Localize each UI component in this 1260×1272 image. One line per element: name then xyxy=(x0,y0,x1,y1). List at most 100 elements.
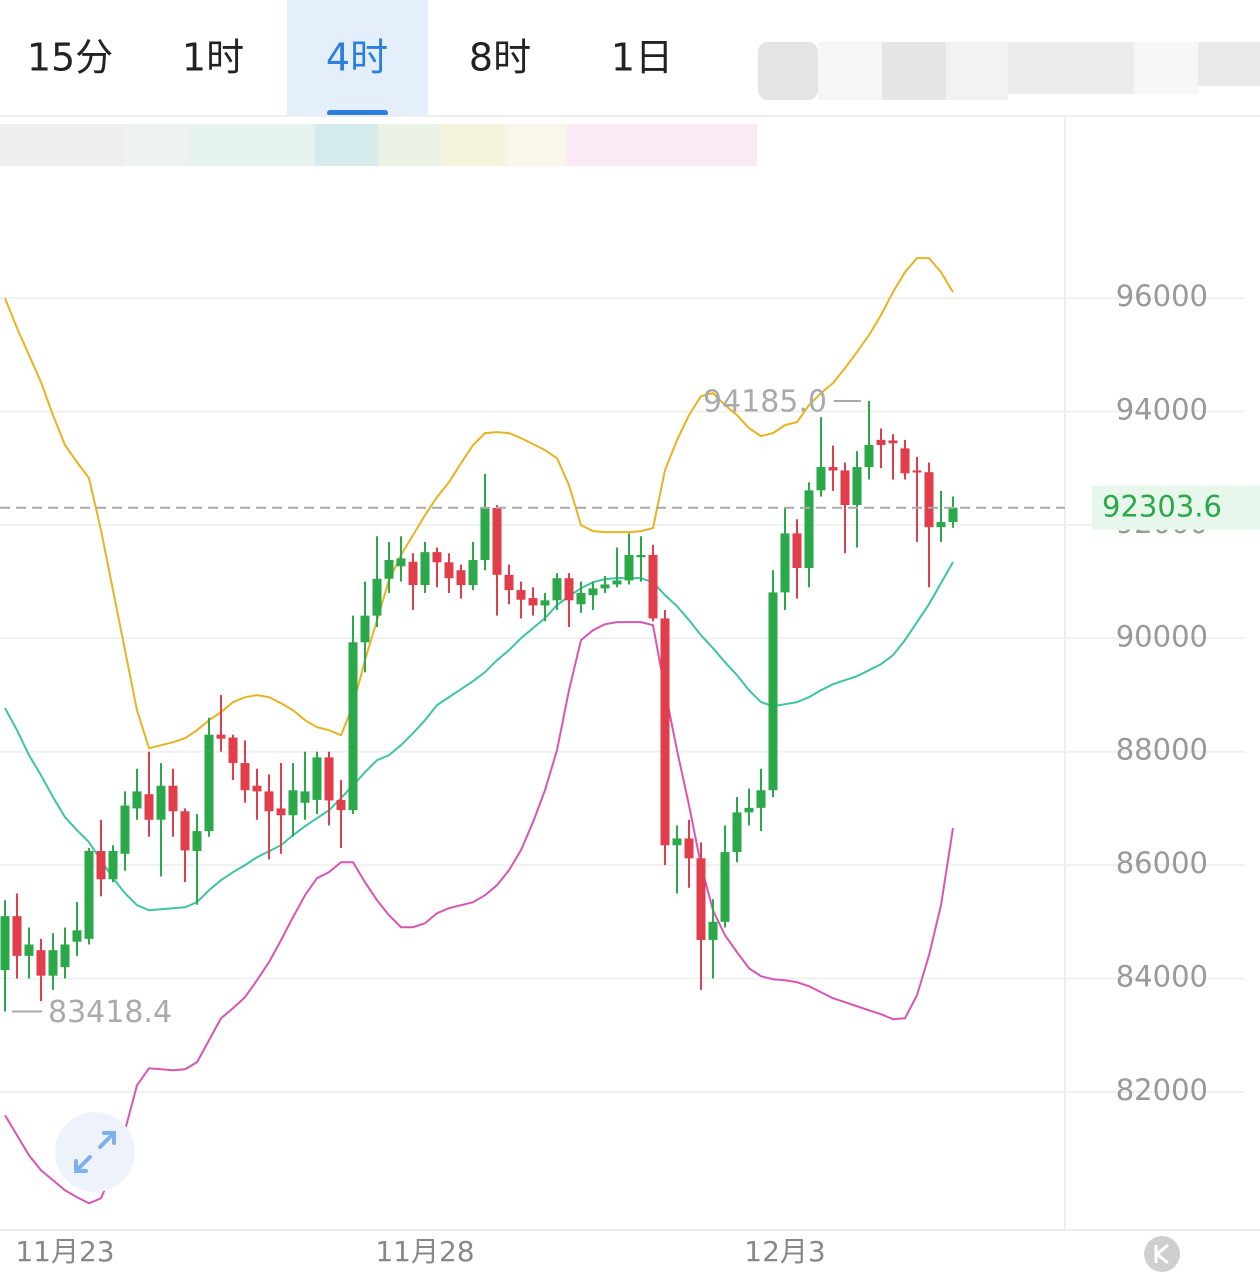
candle-body xyxy=(216,734,226,739)
candle-body xyxy=(396,558,406,567)
candle-body xyxy=(924,472,934,528)
candle-body xyxy=(912,470,922,473)
blurred-area xyxy=(0,42,1260,166)
candle-body xyxy=(468,560,478,586)
candle-body xyxy=(372,578,382,616)
grid xyxy=(0,297,1245,1093)
blur-block xyxy=(0,124,125,166)
k-bg[interactable] xyxy=(1144,1236,1180,1272)
tab-selected-bg xyxy=(287,0,428,116)
candle-body xyxy=(684,838,694,859)
candle-body xyxy=(300,791,310,803)
candle-body xyxy=(492,507,502,575)
blur-block xyxy=(758,42,818,100)
blur-block xyxy=(378,124,440,166)
tab-bar: 15分 1时 4时 8时 1日 xyxy=(27,36,673,80)
candle-body xyxy=(420,552,430,586)
candle-body xyxy=(432,552,442,563)
candle-body xyxy=(672,838,682,846)
tab[interactable]: 4时 xyxy=(326,36,388,80)
x-tick-label: 11月28 xyxy=(375,1235,474,1268)
candle-body xyxy=(228,737,238,764)
y-tick-label: 86000 xyxy=(1116,846,1208,880)
candle-body xyxy=(108,850,118,880)
candle-body xyxy=(312,757,322,800)
candle-body xyxy=(720,852,730,922)
candle-body xyxy=(48,950,58,976)
candle-body xyxy=(324,757,334,801)
candle-body xyxy=(768,592,778,791)
candle-body xyxy=(552,578,562,601)
y-tick-label: 94000 xyxy=(1116,393,1208,427)
candle-body xyxy=(384,560,394,579)
x-tick-label: 12月3 xyxy=(744,1235,825,1268)
candle-body xyxy=(792,533,802,568)
y-tick-label: 88000 xyxy=(1116,733,1208,767)
y-tick-label: 82000 xyxy=(1116,1073,1208,1107)
k-button[interactable] xyxy=(1144,1236,1180,1272)
candle-body xyxy=(96,850,106,880)
candle-body xyxy=(144,794,154,820)
candle-body xyxy=(24,944,34,956)
candle-body xyxy=(348,642,358,811)
candle-body xyxy=(696,858,706,940)
last-price-label: 92303.6 xyxy=(1102,490,1222,524)
candle-body xyxy=(744,807,754,813)
candle-body xyxy=(336,799,346,811)
candle-body xyxy=(516,590,526,600)
k-icon[interactable] xyxy=(1154,1243,1169,1265)
blur-block xyxy=(1134,42,1198,94)
expand-button[interactable] xyxy=(55,1112,135,1192)
blur-block xyxy=(818,42,882,100)
candle-body xyxy=(156,785,166,820)
candle-body xyxy=(612,580,622,585)
tab[interactable]: 8时 xyxy=(469,36,531,80)
candle-body xyxy=(132,791,142,809)
candle-body xyxy=(588,588,598,596)
labels: 8200084000860008800090000920009400096000… xyxy=(12,279,1260,1268)
expand-bg[interactable] xyxy=(55,1112,135,1192)
blur-block xyxy=(505,124,567,166)
band-line xyxy=(4,561,954,912)
candle-body xyxy=(648,554,658,619)
tab-indicator xyxy=(327,110,388,116)
tab[interactable]: 15分 xyxy=(27,36,113,80)
blur-block xyxy=(125,124,190,166)
candle-body xyxy=(168,785,178,812)
candle-body xyxy=(864,444,874,468)
candle-body xyxy=(852,467,862,506)
high-label: 94185.0 xyxy=(703,385,827,420)
candle-body xyxy=(408,561,418,586)
candle-body xyxy=(192,831,202,851)
blur-block xyxy=(190,124,315,166)
candle-body xyxy=(252,785,262,792)
candle-body xyxy=(12,916,22,956)
tab[interactable]: 1日 xyxy=(611,36,673,80)
x-tick-label: 11月23 xyxy=(15,1235,114,1268)
candle-body xyxy=(900,448,910,474)
candle-body xyxy=(264,791,274,812)
candle-body xyxy=(564,578,574,601)
candle-body xyxy=(936,522,946,528)
candle-body xyxy=(72,930,82,942)
candle-body xyxy=(360,615,370,643)
y-tick-label: 84000 xyxy=(1116,960,1208,994)
candle-body xyxy=(840,470,850,506)
tab[interactable]: 1时 xyxy=(182,36,244,80)
candle-body xyxy=(624,554,634,581)
candle-body xyxy=(60,944,70,968)
blur-block xyxy=(315,124,378,166)
candle-body xyxy=(660,618,670,846)
plot xyxy=(0,257,1065,1205)
expand-icon[interactable] xyxy=(74,1131,116,1173)
low-label: 83418.4 xyxy=(48,995,172,1030)
candle-body xyxy=(240,763,250,791)
blur-block xyxy=(567,124,757,166)
candle-body xyxy=(444,562,454,579)
blur-block xyxy=(1198,42,1260,86)
candle-body xyxy=(84,850,94,939)
candle-body xyxy=(540,600,550,606)
